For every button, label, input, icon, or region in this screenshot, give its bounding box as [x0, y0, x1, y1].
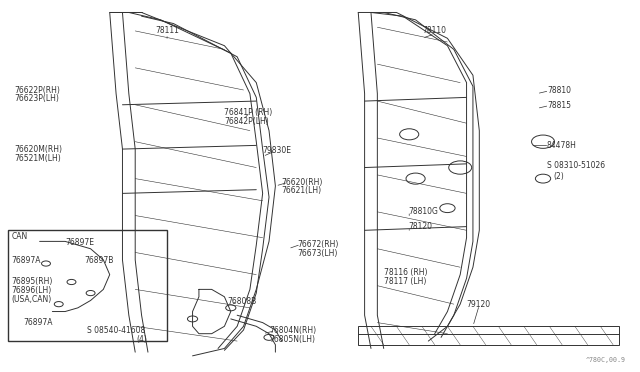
Text: 78110: 78110	[422, 26, 447, 35]
Text: 79830E: 79830E	[262, 147, 292, 155]
Text: (4): (4)	[136, 335, 147, 344]
Text: 78810: 78810	[547, 86, 571, 95]
Text: 76897E: 76897E	[65, 238, 94, 247]
Text: (USA,CAN): (USA,CAN)	[12, 295, 52, 304]
Text: CAN: CAN	[12, 232, 28, 241]
Text: 76622P(RH): 76622P(RH)	[14, 86, 60, 94]
FancyBboxPatch shape	[8, 230, 167, 341]
Text: 76621(LH): 76621(LH)	[282, 186, 322, 195]
Text: 78116 (RH): 78116 (RH)	[384, 268, 428, 277]
Text: 76896(LH): 76896(LH)	[12, 286, 52, 295]
Text: 78810G: 78810G	[408, 206, 438, 216]
Text: 78111: 78111	[155, 26, 179, 35]
Text: 78815: 78815	[547, 101, 571, 110]
Text: 79120: 79120	[467, 300, 491, 310]
Text: 76808B: 76808B	[228, 297, 257, 306]
Text: 76623P(LH): 76623P(LH)	[14, 94, 59, 103]
Text: S 08540-41608: S 08540-41608	[87, 326, 145, 335]
Text: 78120: 78120	[408, 222, 432, 231]
Text: 76804N(RH): 76804N(RH)	[269, 326, 316, 335]
Text: 76897B: 76897B	[84, 256, 114, 265]
Text: 76620M(RH): 76620M(RH)	[14, 145, 62, 154]
Text: 84478H: 84478H	[547, 141, 577, 150]
Text: 76521M(LH): 76521M(LH)	[14, 154, 61, 163]
Text: 76673(LH): 76673(LH)	[298, 249, 338, 258]
Text: 76805N(LH): 76805N(LH)	[269, 335, 315, 344]
Text: (2): (2)	[554, 171, 564, 180]
Text: 78117 (LH): 78117 (LH)	[384, 277, 426, 286]
Text: 76841P (RH): 76841P (RH)	[225, 108, 273, 117]
Text: 76895(RH): 76895(RH)	[12, 278, 53, 286]
Text: 76897A: 76897A	[24, 318, 53, 327]
Text: 76672(RH): 76672(RH)	[298, 240, 339, 249]
Text: 76897A: 76897A	[12, 256, 41, 265]
Text: 76842P(LH): 76842P(LH)	[225, 116, 269, 125]
Text: S 08310-51026: S 08310-51026	[547, 161, 605, 170]
Text: 76620(RH): 76620(RH)	[282, 178, 323, 187]
Text: ^780C,00.9: ^780C,00.9	[586, 357, 626, 363]
